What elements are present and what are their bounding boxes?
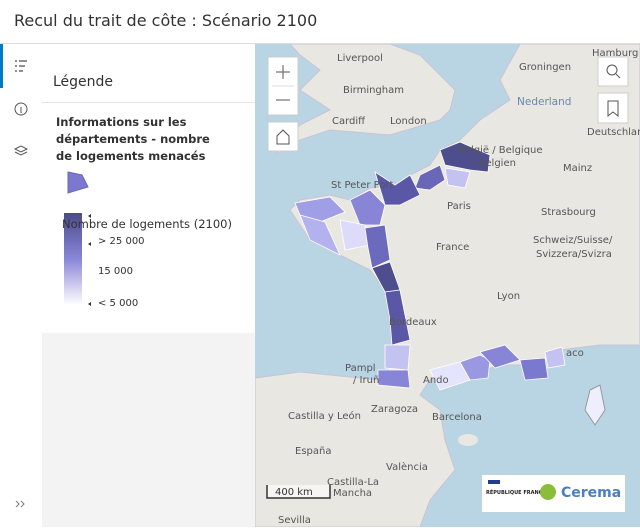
zoom-controls[interactable] <box>267 56 299 116</box>
map-label: València <box>386 461 428 473</box>
logos: RÉPUBLIQUE FRANÇAISE Cerema <box>482 475 625 512</box>
app-title: Recul du trait de côte : Scénario 2100 <box>14 11 318 30</box>
map-label: Cardiff <box>332 116 366 127</box>
scale-bar: 400 km <box>266 485 331 499</box>
layer-title: Informations sur les départements - nomb… <box>56 115 210 163</box>
legend-heading: Légende <box>53 74 114 90</box>
legend-icon[interactable] <box>15 60 27 72</box>
map-label: België / Belgique <box>458 145 543 156</box>
field-name: Nombre de logements (2100) <box>62 217 232 231</box>
map-label: London <box>390 116 427 127</box>
republique-logo: RÉPUBLIQUE FRANÇAISE <box>486 488 556 496</box>
header: Recul du trait de côte : Scénario 2100 <box>0 0 640 44</box>
map-label: / Iruñ <box>353 375 379 386</box>
map-label: aco <box>566 348 584 359</box>
search-button[interactable] <box>597 56 629 87</box>
map-label: Paris <box>447 201 471 212</box>
rail-icons <box>0 44 29 508</box>
map-label: Svizzera/Svizra <box>536 249 612 260</box>
map-label: Sevilla <box>278 515 311 526</box>
ramp-label: < 5 000 <box>98 298 139 309</box>
map-label: Liverpool <box>337 53 383 64</box>
map-label: Castilla y León <box>288 410 361 422</box>
polygon-swatch <box>67 171 89 194</box>
bookmark-button[interactable] <box>597 92 629 124</box>
map-label: Bordeaux <box>389 317 437 328</box>
map-label: Nederland <box>517 96 571 108</box>
legend-panel: Légende Informations sur les département… <box>42 44 255 527</box>
color-ramp <box>64 213 82 305</box>
map-label: Groningen <box>519 62 571 73</box>
map-label: Hamburg <box>592 48 638 59</box>
expand-icon[interactable] <box>15 500 25 508</box>
map[interactable]: Liverpool Hamburg Groningen Birmingham Neder… <box>255 44 640 527</box>
map-label: St Peter Port <box>331 180 394 191</box>
map-label: España <box>295 446 331 457</box>
map-label: Mainz <box>563 163 592 174</box>
map-label: Pampl <box>345 363 376 374</box>
ramp-label: > 25 000 <box>98 236 145 247</box>
ramp-label: 15 000 <box>98 266 133 277</box>
map-label: Ando <box>423 375 449 386</box>
map-label: France <box>436 242 469 253</box>
map-label: Zaragoza <box>371 404 418 415</box>
map-label: / Belgien <box>472 158 516 169</box>
map-label: Birmingham <box>343 85 404 96</box>
layers-icon[interactable] <box>13 145 29 156</box>
map-label: Mancha <box>333 488 372 499</box>
cerema-logo: Cerema <box>561 485 621 501</box>
scale-label: 400 km <box>275 487 313 498</box>
map-label: Castilla-La <box>327 477 379 488</box>
home-button[interactable] <box>267 121 299 152</box>
side-rail <box>0 44 43 527</box>
map-label: Lyon <box>497 291 520 302</box>
active-indicator <box>0 44 3 88</box>
map-label: Schweiz/Suisse/ <box>533 235 613 246</box>
map-label: Barcelona <box>432 412 482 423</box>
departments <box>294 141 566 391</box>
info-icon[interactable] <box>14 102 28 116</box>
legend-graphics <box>64 171 91 306</box>
map-label: Strasbourg <box>541 207 596 218</box>
map-label: Deutschland <box>587 127 640 138</box>
